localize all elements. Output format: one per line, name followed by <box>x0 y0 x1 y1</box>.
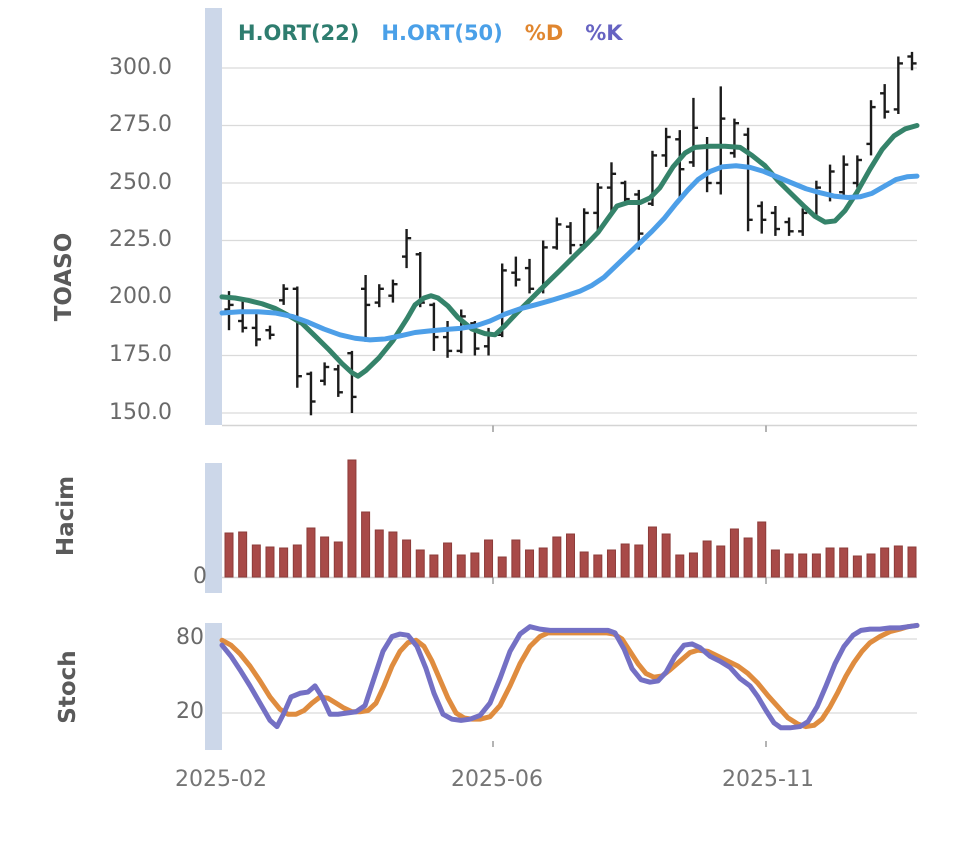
volume-panel-title: Hacim <box>53 475 79 557</box>
xaxis-label-feb: 2025-02 <box>175 767 267 792</box>
price-ytick-275: 275.0 <box>109 112 172 137</box>
price-ytick-225: 225.0 <box>109 227 172 252</box>
stoch-ytick-20: 20 <box>176 699 204 724</box>
xaxis-label-nov: 2025-11 <box>722 767 814 792</box>
stoch-ytick-80: 80 <box>176 625 204 650</box>
price-ytick-200: 200.0 <box>109 284 172 309</box>
stoch-panel-title: Stoch <box>55 650 81 724</box>
price-ytick-300: 300.0 <box>109 55 172 80</box>
xaxis-label-jun: 2025-06 <box>451 767 543 792</box>
volume-ytick-0: 0 <box>193 564 207 589</box>
legend-item-ma22: H.ORT(22) <box>238 21 360 45</box>
legend-item-percent-k: %K <box>585 21 623 45</box>
legend: H.ORT(22) H.ORT(50) %D %K <box>238 21 623 45</box>
price-ytick-175: 175.0 <box>109 342 172 367</box>
price-ytick-150: 150.0 <box>109 400 172 425</box>
legend-item-ma50: H.ORT(50) <box>381 21 503 45</box>
price-ytick-250: 250.0 <box>109 170 172 195</box>
legend-item-percent-d: %D <box>524 21 564 45</box>
